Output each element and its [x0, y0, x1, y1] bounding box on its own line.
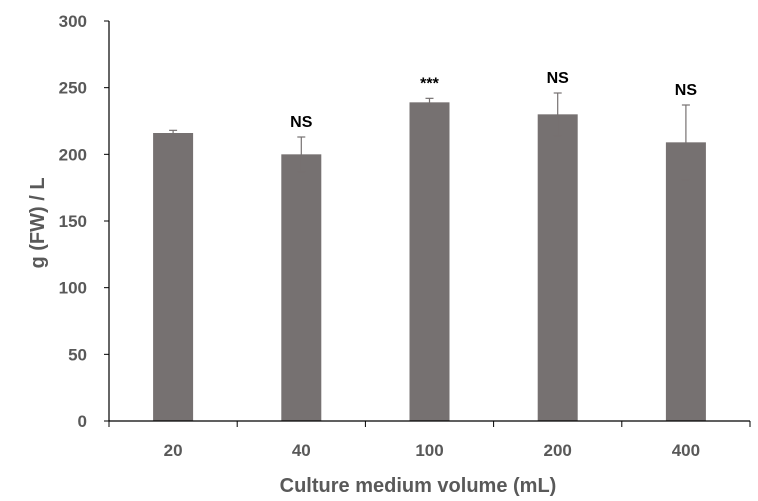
significance-label-200: NS	[547, 70, 570, 87]
significance-label-400: NS	[675, 82, 698, 99]
x-tick-label-400: 400	[672, 441, 700, 460]
y-tick-label-300: 300	[59, 12, 87, 31]
y-tick-label-150: 150	[59, 212, 87, 231]
y-axis-title: g (FW) / L	[27, 177, 49, 268]
bar-400	[666, 142, 706, 421]
significance-label-40: NS	[290, 114, 313, 131]
y-tick-label-250: 250	[59, 79, 87, 98]
significance-label-100: ***	[420, 75, 439, 92]
y-tick-label-200: 200	[59, 145, 87, 164]
x-tick-label-200: 200	[544, 441, 572, 460]
x-tick-label-40: 40	[292, 441, 311, 460]
bar-100	[410, 102, 450, 421]
bar-20	[153, 133, 193, 421]
bar-200	[538, 114, 578, 421]
y-tick-label-100: 100	[59, 279, 87, 298]
y-tick-label-50: 50	[68, 345, 87, 364]
x-tick-label-100: 100	[415, 441, 443, 460]
x-axis-title: Culture medium volume (mL)	[280, 475, 557, 497]
bar-40	[281, 154, 321, 421]
x-tick-label-20: 20	[164, 441, 183, 460]
y-tick-label-0: 0	[78, 412, 87, 431]
bars-group	[153, 102, 706, 421]
